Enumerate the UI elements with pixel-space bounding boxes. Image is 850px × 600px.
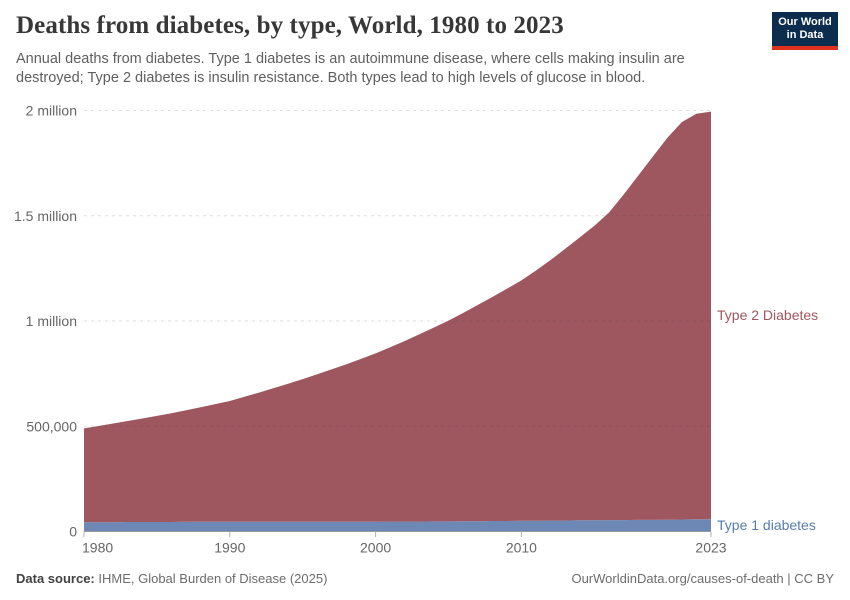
data-source-note: Data source: IHME, Global Burden of Dise… bbox=[16, 571, 327, 586]
series-label-type-1-diabetes[interactable]: Type 1 diabetes bbox=[717, 517, 816, 533]
type-1-diabetes-area[interactable] bbox=[84, 519, 711, 532]
owid-logo[interactable]: Our World in Data bbox=[772, 12, 838, 50]
x-axis-tick-label: 1980 bbox=[82, 540, 113, 556]
footer-link[interactable]: OurWorldinData.org/causes-of-death | CC … bbox=[571, 571, 834, 586]
type-2-diabetes-area[interactable] bbox=[84, 111, 711, 523]
x-axis-tick-label: 2010 bbox=[506, 540, 537, 556]
owid-logo-line1: Our World bbox=[778, 16, 832, 28]
page-title: Deaths from diabetes, by type, World, 19… bbox=[16, 12, 564, 39]
chart-subtitle: Annual deaths from diabetes. Type 1 diab… bbox=[16, 51, 685, 86]
data-source-value: IHME, Global Burden of Disease (2025) bbox=[98, 571, 328, 586]
y-axis-tick-label: 1.5 million bbox=[14, 208, 77, 224]
x-axis-tick-label: 2023 bbox=[695, 540, 726, 556]
y-axis-tick-label: 500,000 bbox=[26, 418, 77, 434]
y-axis-tick-label: 0 bbox=[69, 524, 77, 540]
owid-logo-line2: in Data bbox=[786, 29, 824, 41]
x-axis-tick-label: 1990 bbox=[214, 540, 245, 556]
x-axis-tick-label: 2000 bbox=[360, 540, 391, 556]
data-source-label: Data source: bbox=[16, 571, 95, 586]
chart-footer: Data source: IHME, Global Burden of Dise… bbox=[16, 571, 834, 586]
y-axis-tick-label: 2 million bbox=[26, 103, 77, 119]
series-label-type-2-diabetes[interactable]: Type 2 Diabetes bbox=[717, 307, 818, 323]
y-axis-tick-label: 1 million bbox=[26, 313, 77, 329]
